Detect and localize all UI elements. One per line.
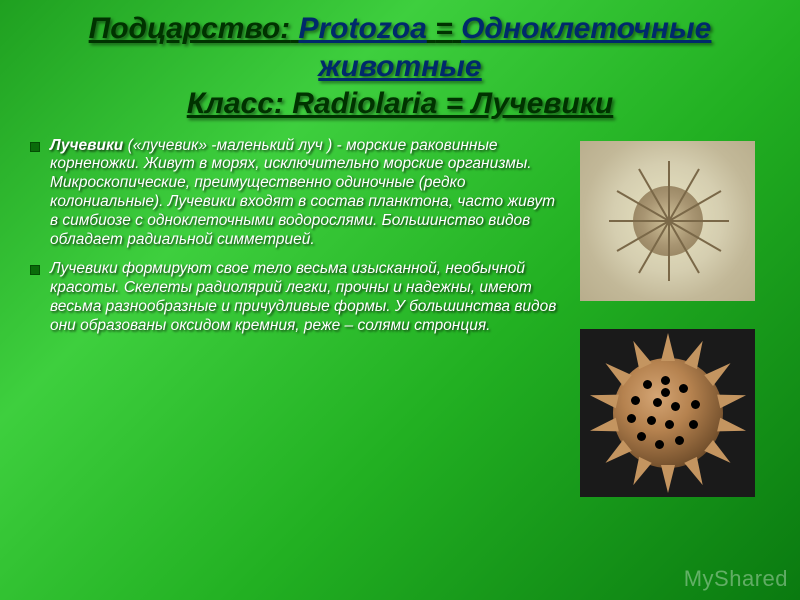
bullet-2: Лучевики формируют свое тело весьма изыс… [30, 260, 566, 336]
spike-icon [626, 456, 651, 487]
title-line3: Класс: Radiolaria = Лучевики [187, 87, 614, 120]
pore-icon [661, 388, 670, 397]
pore-icon [653, 398, 662, 407]
spike-icon [668, 221, 670, 281]
image-radiolarian-dark [580, 329, 755, 497]
bullet-2-rest: Лучевики формируют свое тело весьма изыс… [50, 260, 556, 334]
spike-icon [601, 357, 632, 385]
pore-icon [643, 380, 652, 389]
spike-icon [704, 439, 735, 467]
title-line1-suffix: = [435, 12, 453, 45]
pore-icon [675, 436, 684, 445]
bullet-1-lead: Лучевики [50, 137, 123, 154]
pore-icon [655, 440, 664, 449]
slide: Подцарство: Protozoa = Одноклеточные жив… [0, 0, 800, 600]
spike-icon [717, 417, 747, 437]
slide-title: Подцарство: Protozoa = Одноклеточные жив… [30, 10, 770, 123]
pore-icon [627, 414, 636, 423]
spike-icon [717, 388, 747, 408]
spike-icon [588, 417, 618, 437]
spike-icon [588, 388, 618, 408]
spike-icon [669, 220, 729, 222]
bullet-2-text: Лучевики формируют свое тело весьма изыс… [50, 260, 566, 336]
pore-icon [689, 420, 698, 429]
bullet-1-text: Лучевики («лучевик» -маленький луч ) - м… [50, 137, 566, 250]
image-column [580, 137, 770, 497]
pore-icon [631, 396, 640, 405]
pore-icon [671, 402, 680, 411]
image-radiolarian-light [580, 141, 755, 301]
spike-icon [661, 333, 675, 361]
content-row: Лучевики («лучевик» -маленький луч ) - м… [30, 137, 770, 497]
spike-icon [661, 465, 675, 493]
watermark: MyShared [684, 566, 788, 592]
spike-icon [609, 220, 669, 222]
pore-icon [647, 416, 656, 425]
bullet-square-icon [30, 265, 40, 275]
spike-icon [704, 357, 735, 385]
spike-icon [684, 456, 709, 487]
pore-icon [691, 400, 700, 409]
pore-icon [665, 420, 674, 429]
title-protozoa-link[interactable]: Protozoa [299, 12, 427, 45]
bullet-1-rest: («лучевик» -маленький луч ) - морские ра… [50, 137, 555, 249]
spike-icon [626, 337, 651, 368]
pore-icon [679, 384, 688, 393]
spike-icon [601, 439, 632, 467]
bullet-1: Лучевики («лучевик» -маленький луч ) - м… [30, 137, 566, 250]
bullet-square-icon [30, 142, 40, 152]
text-column: Лучевики («лучевик» -маленький луч ) - м… [30, 137, 566, 497]
pore-icon [661, 376, 670, 385]
pore-icon [637, 432, 646, 441]
spike-icon [684, 337, 709, 368]
title-line1-prefix: Подцарство: [89, 12, 291, 45]
spike-icon [668, 161, 670, 221]
